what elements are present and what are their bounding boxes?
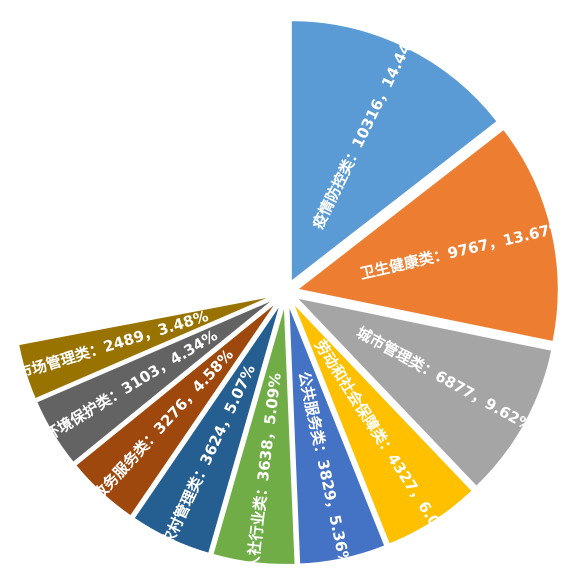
- pie-slice-7: [132, 301, 283, 556]
- pie-slice-1: [289, 19, 500, 285]
- pie-slices: [16, 19, 560, 566]
- pie-slice-2: [294, 127, 560, 344]
- pie-slice-9: [34, 296, 278, 465]
- pie-slice-4: [291, 300, 475, 546]
- pie-slice-6: [211, 302, 297, 566]
- pie-slice-5: [287, 302, 387, 566]
- pie-slice-10: [16, 294, 276, 401]
- pie-slice-3: [292, 295, 554, 489]
- pie-slice-8: [73, 299, 280, 518]
